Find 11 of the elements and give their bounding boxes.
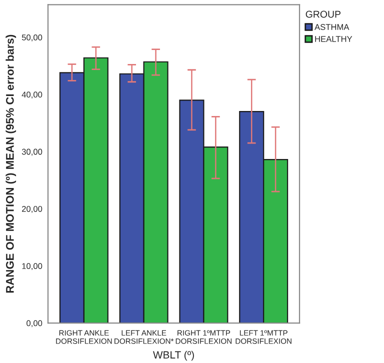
x-axis-title: WBLT (º) xyxy=(152,350,194,361)
legend-title: GROUP xyxy=(306,10,340,18)
legend-label: ASTHMA xyxy=(314,24,350,30)
y-axis-title: RANGE OF MOTION (º) MEAN (95% CI error bars) xyxy=(6,34,16,293)
y-tick-label: 40,00 xyxy=(22,92,42,99)
y-tick-label: 0,00 xyxy=(26,320,42,328)
y-tick-label: 10,00 xyxy=(22,263,42,270)
y-tick-label: 30,00 xyxy=(22,148,42,156)
y-tick-label: 50,00 xyxy=(22,34,42,42)
legend-label: HEALTHY xyxy=(315,36,352,42)
y-tick-label: 20,00 xyxy=(22,206,42,213)
